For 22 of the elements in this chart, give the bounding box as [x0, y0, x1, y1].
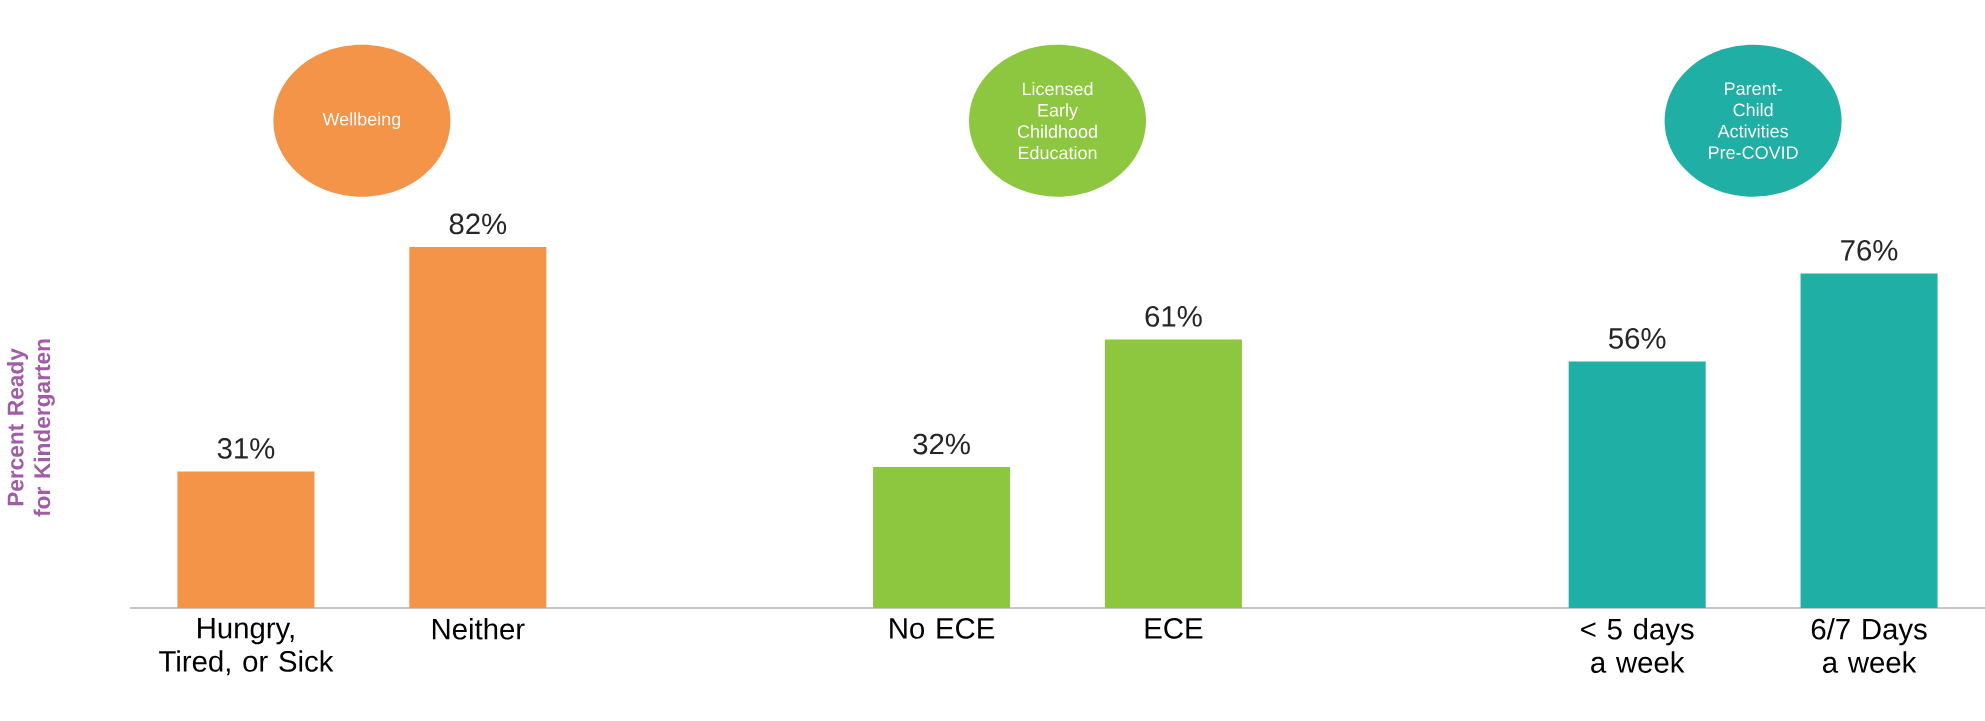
data-label: 31% — [217, 438, 275, 459]
text: Parent-Child Activities Pre-COVID — [1709, 82, 1798, 159]
y-axis-title: Percent Ready for Kindergarten — [6, 339, 55, 517]
x-tick-label: 6/7 Days a week — [1811, 618, 1927, 673]
bar — [409, 247, 547, 608]
data-label: 56% — [1608, 327, 1666, 349]
x-tick-label: No ECE — [890, 618, 995, 639]
x-tick-label: Neither — [432, 618, 525, 640]
x-tick-label: ECE — [1145, 618, 1203, 639]
text: Wellbeing — [322, 112, 401, 130]
data-label: 76% — [1841, 239, 1898, 261]
text: Licensed Early Childhood Education — [1017, 82, 1097, 160]
x-tick-label: Hungry, Tired, or Sick — [159, 618, 334, 676]
bar — [1800, 273, 1938, 608]
data-label: 32% — [913, 433, 970, 455]
bar — [1568, 361, 1706, 608]
x-tick-label: < 5 days a week — [1581, 618, 1694, 673]
bar — [1104, 339, 1242, 608]
bar — [177, 471, 315, 608]
data-label: 82% — [449, 213, 507, 235]
bar — [873, 467, 1011, 608]
data-label: 61% — [1145, 305, 1202, 327]
